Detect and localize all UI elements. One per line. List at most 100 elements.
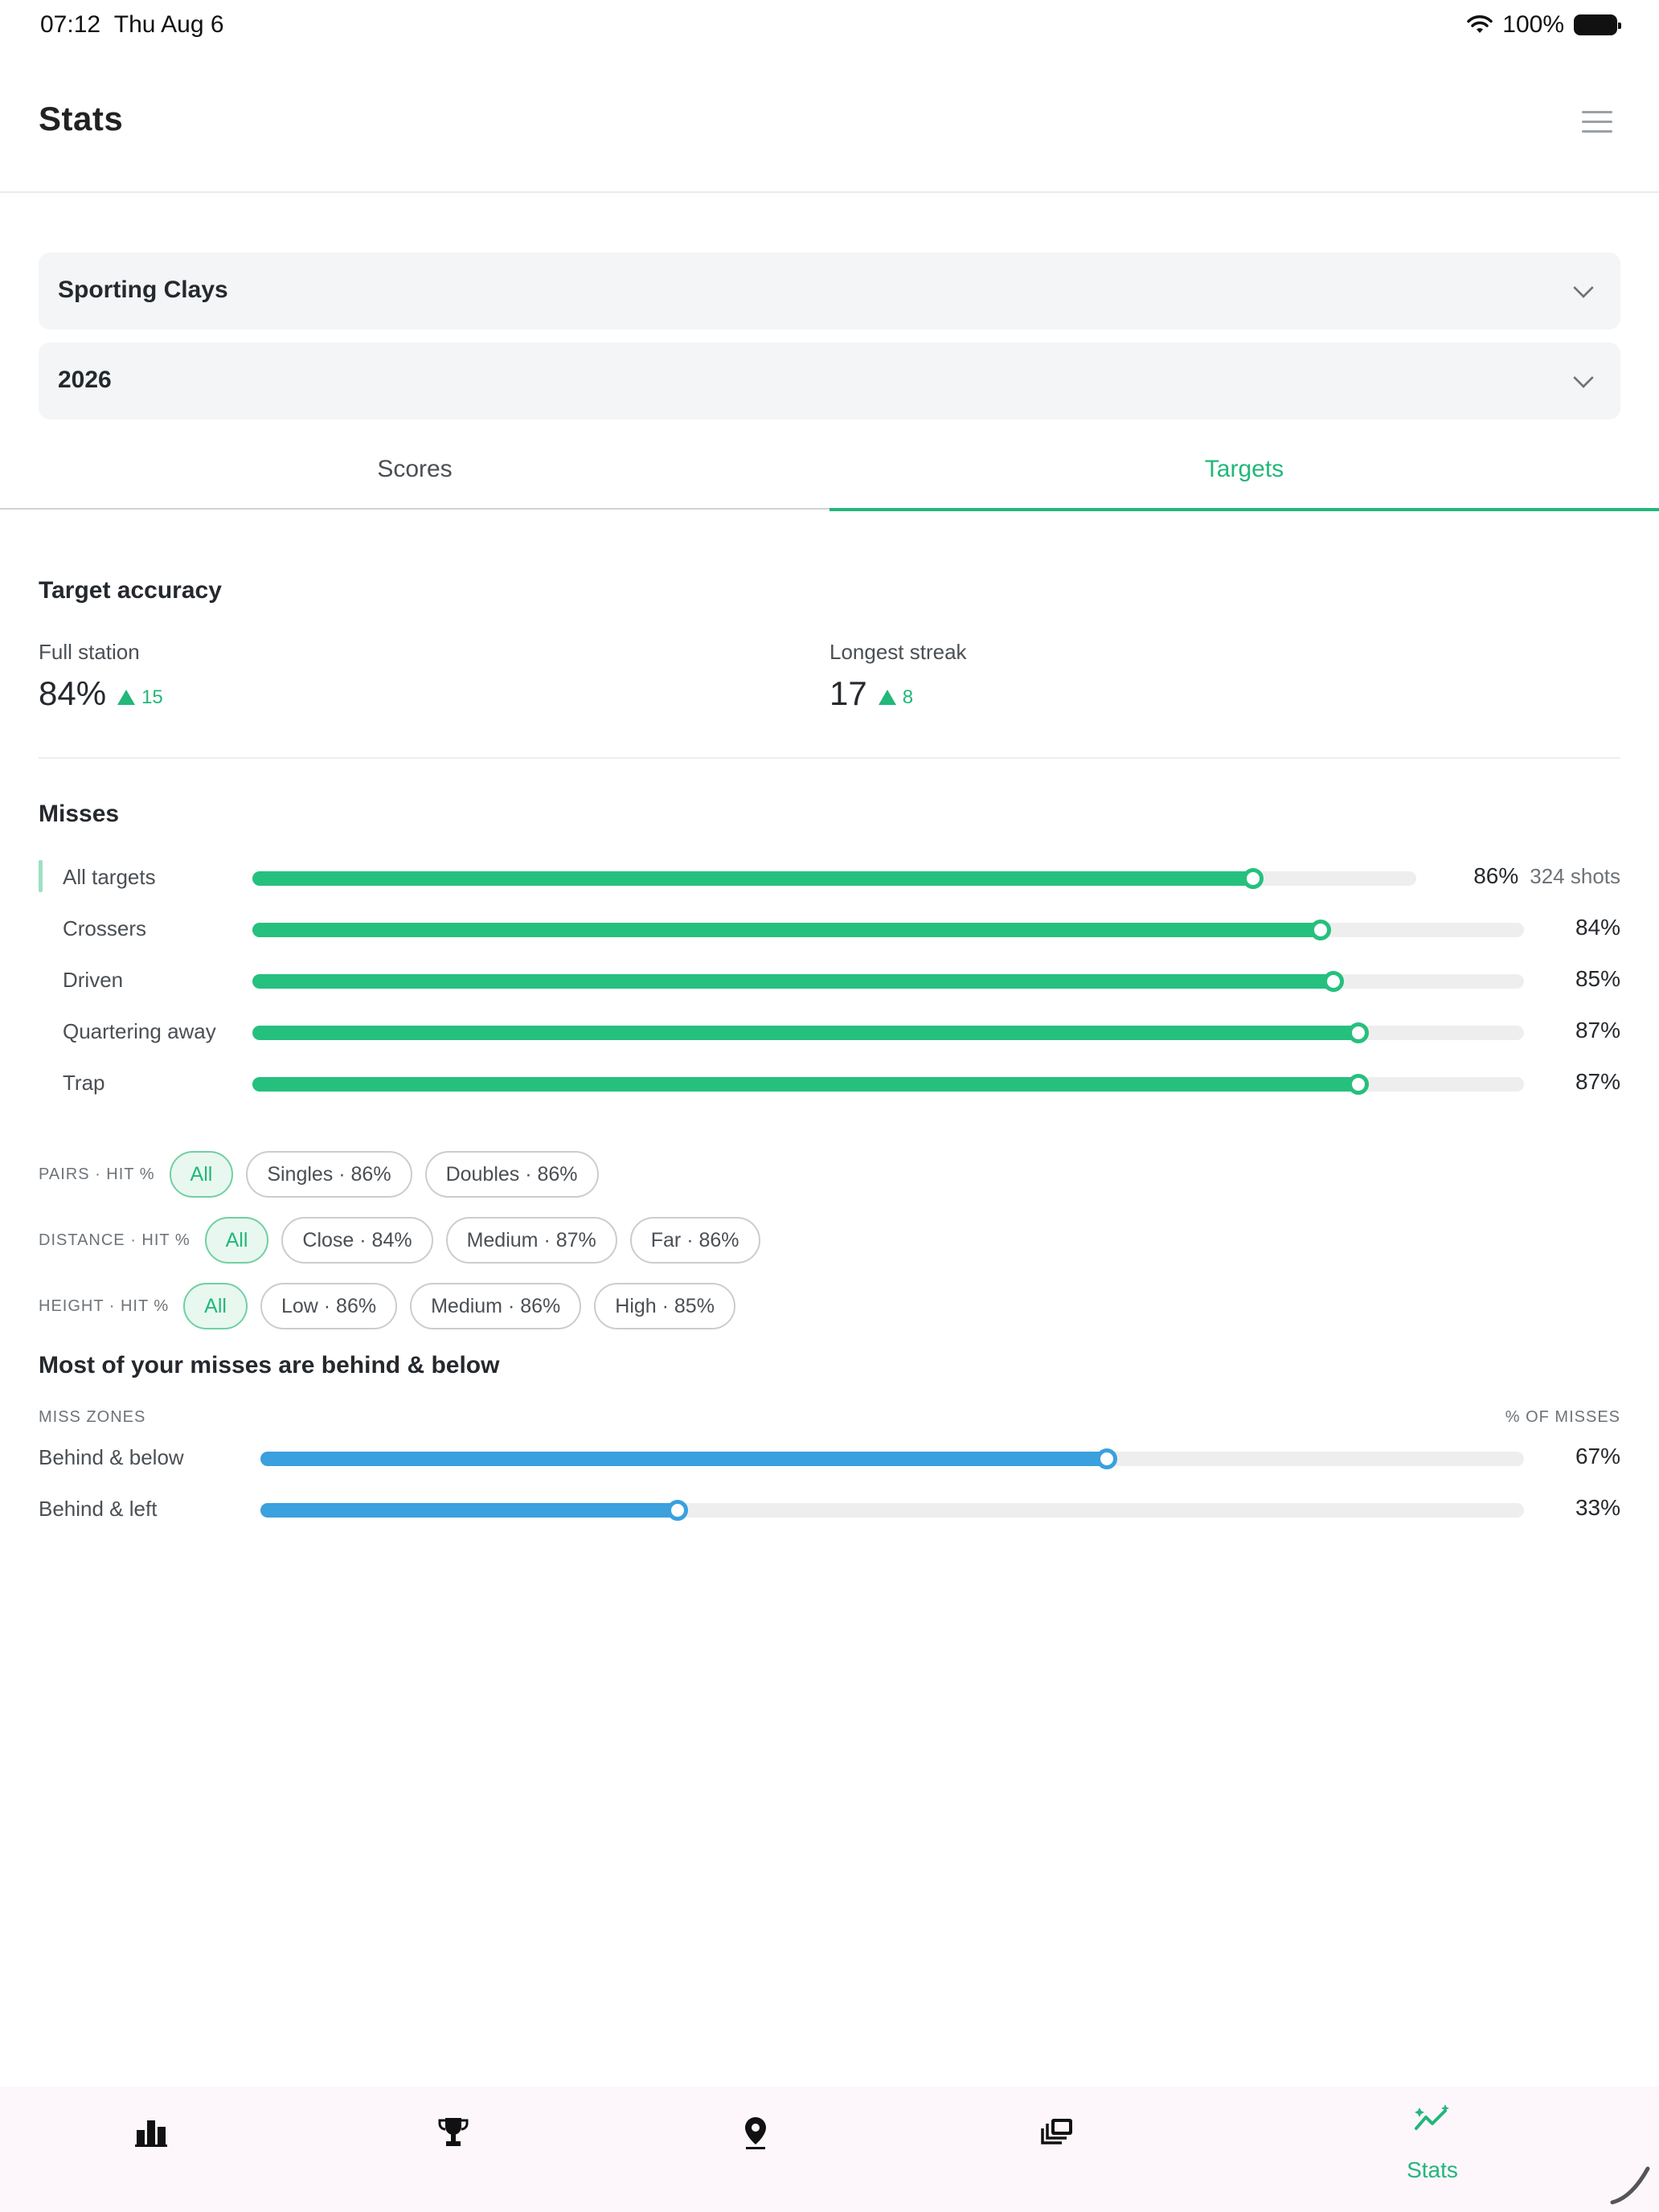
full-station-value: 84% bbox=[39, 674, 107, 712]
status-right: 100% bbox=[1467, 11, 1621, 39]
progress-knob bbox=[1096, 1448, 1118, 1469]
year-select-value: 2026 bbox=[58, 367, 112, 393]
status-bar: 07:12 Thu Aug 6 100% bbox=[0, 0, 1659, 51]
app-header: Stats bbox=[0, 51, 1659, 193]
distance-chip-close[interactable]: Close · 84% bbox=[281, 1217, 433, 1264]
miss-zone-row-behind-left[interactable]: Behind & left 33% bbox=[39, 1495, 1620, 1527]
nav-item-gallery[interactable] bbox=[907, 2087, 1209, 2212]
miss-row-crossers[interactable]: Crossers 84% bbox=[39, 915, 1620, 947]
distance-filter: DISTANCE · HIT % All Close · 84% Medium … bbox=[39, 1217, 773, 1264]
pairs-chip-doubles[interactable]: Doubles · 86% bbox=[424, 1151, 599, 1198]
menu-icon[interactable] bbox=[1582, 111, 1612, 133]
chevron-down-icon bbox=[1573, 277, 1594, 298]
progress-fill bbox=[252, 1077, 1359, 1092]
miss-row-all-targets[interactable]: All targets 86% 324 shots bbox=[39, 860, 1620, 895]
triangle-up-icon bbox=[117, 690, 136, 705]
full-station-label: Full station bbox=[39, 640, 140, 664]
shots-count: 324 shots bbox=[1530, 864, 1620, 888]
miss-row-label: Quartering away bbox=[63, 1019, 216, 1043]
pairs-chip-all[interactable]: All bbox=[169, 1151, 234, 1198]
longest-streak-value: 17 bbox=[830, 674, 867, 712]
miss-row-label: Crossers bbox=[63, 916, 147, 940]
nav-item-locations[interactable] bbox=[604, 2087, 907, 2212]
miss-row-value: 85% bbox=[1575, 966, 1620, 991]
target-accuracy-title: Target accuracy bbox=[39, 577, 222, 604]
miss-row-trap[interactable]: Trap 87% bbox=[39, 1069, 1620, 1101]
progress-fill bbox=[252, 923, 1321, 937]
distance-chip-all[interactable]: All bbox=[204, 1217, 269, 1264]
miss-row-driven[interactable]: Driven 85% bbox=[39, 966, 1620, 998]
longest-streak-delta: 8 bbox=[878, 686, 913, 709]
progress-fill bbox=[252, 1026, 1359, 1040]
status-time: 07:12 Thu Aug 6 bbox=[40, 11, 224, 38]
pairs-filter-label: PAIRS · HIT % bbox=[39, 1165, 155, 1183]
height-chip-high[interactable]: High · 85% bbox=[594, 1283, 735, 1329]
tab-targets[interactable]: Targets bbox=[830, 434, 1659, 511]
nav-item-leaderboard[interactable] bbox=[0, 2087, 302, 2212]
discipline-select[interactable]: Sporting Clays bbox=[39, 252, 1620, 330]
miss-zone-label: Behind & left bbox=[39, 1497, 158, 1521]
miss-row-label: Trap bbox=[63, 1071, 105, 1095]
progress-knob bbox=[1348, 1074, 1370, 1095]
longest-streak-stat: Longest streak 17 8 bbox=[830, 640, 967, 713]
distance-chip-medium[interactable]: Medium · 87% bbox=[445, 1217, 617, 1264]
miss-zones-right-header: % OF MISSES bbox=[1505, 1408, 1620, 1426]
miss-zones-left-header: MISS ZONES bbox=[39, 1408, 146, 1426]
battery-percent: 100% bbox=[1502, 11, 1564, 38]
miss-zone-row-behind-below[interactable]: Behind & below 67% bbox=[39, 1444, 1620, 1476]
full-station-delta: 15 bbox=[117, 686, 163, 709]
selected-marker bbox=[39, 860, 43, 892]
progress-track bbox=[260, 1448, 1524, 1469]
progress-track bbox=[252, 1074, 1524, 1095]
distance-filter-label: DISTANCE · HIT % bbox=[39, 1231, 190, 1249]
miss-row-value: 84% bbox=[1575, 915, 1620, 940]
tab-scores[interactable]: Scores bbox=[377, 456, 453, 482]
discipline-select-value: Sporting Clays bbox=[58, 276, 228, 303]
tab-bar: Scores Targets bbox=[0, 434, 1659, 511]
miss-zones-headline: Most of your misses are behind & below bbox=[39, 1352, 500, 1378]
progress-fill bbox=[260, 1503, 678, 1518]
chevron-down-icon bbox=[1573, 367, 1594, 388]
nav-item-stats[interactable]: Stats bbox=[1281, 2087, 1583, 2212]
section-divider bbox=[39, 757, 1620, 759]
progress-knob bbox=[1322, 971, 1344, 992]
nav-item-stats-label: Stats bbox=[1407, 2157, 1458, 2182]
miss-zone-label: Behind & below bbox=[39, 1445, 184, 1469]
nav-item-competitions[interactable] bbox=[302, 2087, 604, 2212]
miss-zone-value: 67% bbox=[1575, 1444, 1620, 1469]
progress-knob bbox=[1243, 868, 1264, 889]
progress-track bbox=[252, 868, 1416, 889]
height-filter-label: HEIGHT · HIT % bbox=[39, 1296, 170, 1315]
triangle-up-icon bbox=[878, 690, 896, 705]
trophy-icon bbox=[438, 2118, 469, 2146]
miss-row-label: Driven bbox=[63, 968, 124, 992]
miss-row-value: 87% bbox=[1575, 1018, 1620, 1043]
miss-row-value: 87% bbox=[1575, 1069, 1620, 1094]
miss-row-value: 86% 324 shots bbox=[1473, 863, 1620, 888]
bar-chart-icon bbox=[135, 2120, 167, 2147]
distance-chip-far[interactable]: Far · 86% bbox=[629, 1217, 760, 1264]
height-chip-low[interactable]: Low · 86% bbox=[260, 1283, 398, 1329]
height-chip-all[interactable]: All bbox=[183, 1283, 248, 1329]
miss-zones-header: MISS ZONES % OF MISSES bbox=[39, 1408, 1620, 1427]
longest-streak-label: Longest streak bbox=[830, 640, 967, 664]
stats-sparkle-icon bbox=[1415, 2104, 1449, 2130]
pairs-chip-singles[interactable]: Singles · 86% bbox=[246, 1151, 412, 1198]
progress-fill bbox=[252, 974, 1333, 989]
year-select[interactable]: 2026 bbox=[39, 342, 1620, 420]
progress-knob bbox=[1309, 920, 1331, 940]
pairs-filter: PAIRS · HIT % All Singles · 86% Doubles … bbox=[39, 1151, 612, 1198]
height-filter: HEIGHT · HIT % All Low · 86% Medium · 86… bbox=[39, 1283, 748, 1329]
location-pin-icon bbox=[745, 2117, 766, 2149]
misses-title: Misses bbox=[39, 801, 120, 827]
height-chip-medium[interactable]: Medium · 86% bbox=[410, 1283, 582, 1329]
progress-track bbox=[252, 920, 1524, 940]
progress-fill bbox=[252, 871, 1254, 886]
corner-arc-icon bbox=[1610, 2166, 1650, 2205]
progress-knob bbox=[1348, 1022, 1370, 1043]
wifi-icon bbox=[1467, 15, 1493, 33]
miss-row-quartering-away[interactable]: Quartering away 87% bbox=[39, 1018, 1620, 1050]
progress-fill bbox=[260, 1452, 1108, 1466]
progress-knob bbox=[666, 1500, 688, 1521]
bottom-nav: Stats bbox=[0, 2087, 1659, 2212]
